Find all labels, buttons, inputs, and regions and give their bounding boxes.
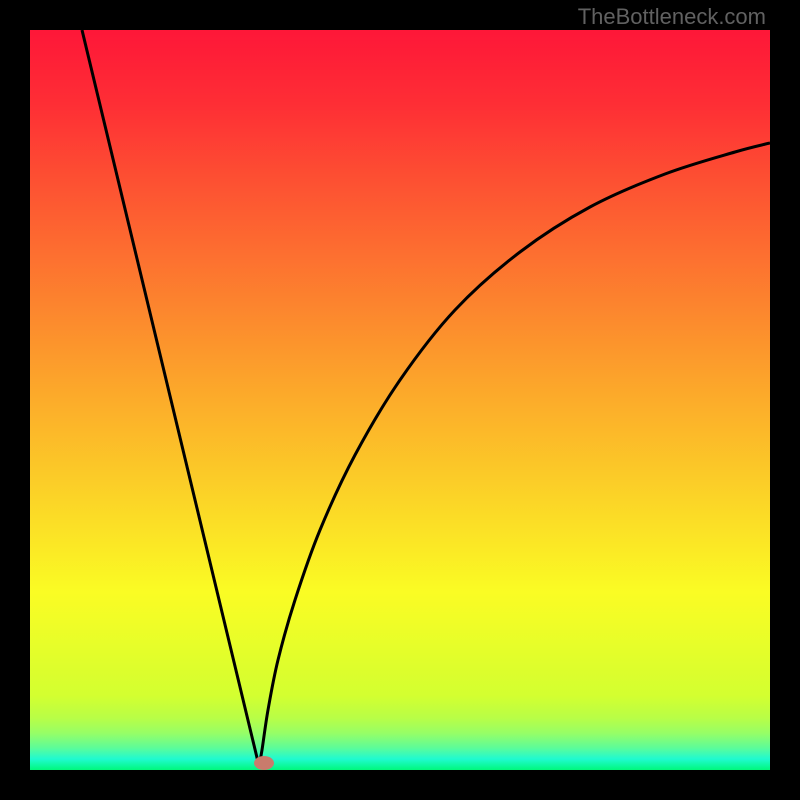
border-left xyxy=(0,0,30,800)
bottleneck-curve xyxy=(30,30,770,770)
plot-area xyxy=(30,30,770,770)
border-right xyxy=(770,0,800,800)
chart-container: TheBottleneck.com xyxy=(0,0,800,800)
border-bottom xyxy=(0,770,800,800)
minimum-marker xyxy=(254,756,274,770)
watermark-text: TheBottleneck.com xyxy=(578,4,766,30)
